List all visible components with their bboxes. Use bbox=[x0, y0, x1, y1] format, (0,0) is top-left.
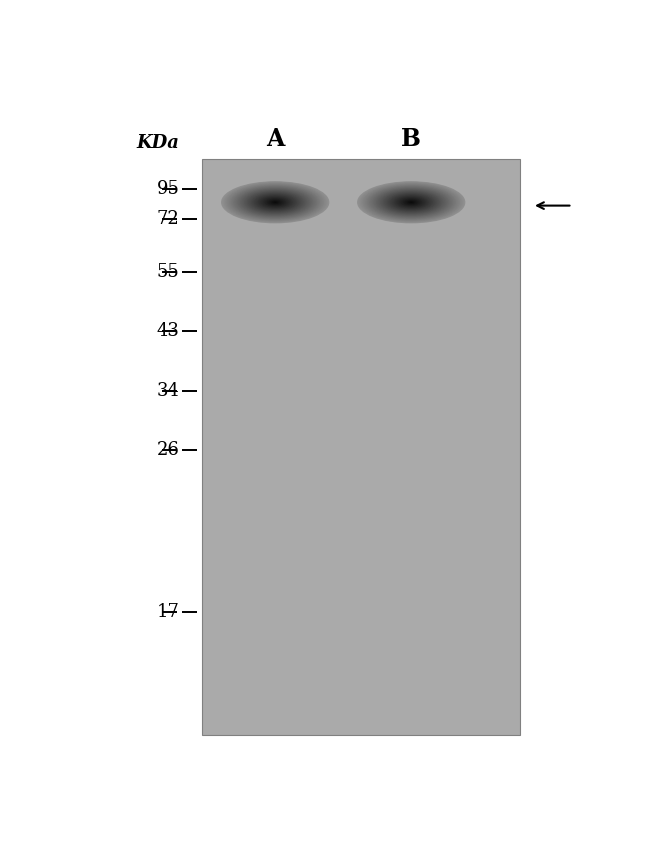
Ellipse shape bbox=[372, 187, 450, 217]
Ellipse shape bbox=[229, 185, 321, 220]
Ellipse shape bbox=[265, 198, 286, 206]
Ellipse shape bbox=[240, 189, 311, 216]
Ellipse shape bbox=[255, 194, 296, 210]
Ellipse shape bbox=[370, 186, 452, 218]
Ellipse shape bbox=[389, 194, 433, 210]
Ellipse shape bbox=[396, 197, 426, 208]
Text: 17: 17 bbox=[157, 603, 179, 621]
Text: 72: 72 bbox=[157, 210, 179, 228]
Text: B: B bbox=[401, 127, 421, 151]
Ellipse shape bbox=[272, 201, 278, 204]
Ellipse shape bbox=[244, 190, 306, 215]
Ellipse shape bbox=[267, 199, 283, 205]
Ellipse shape bbox=[403, 199, 419, 205]
Ellipse shape bbox=[388, 193, 434, 211]
Ellipse shape bbox=[252, 193, 298, 211]
Ellipse shape bbox=[268, 199, 282, 205]
Text: 34: 34 bbox=[157, 381, 179, 399]
Ellipse shape bbox=[237, 187, 313, 217]
Bar bbox=[202, 159, 519, 734]
Ellipse shape bbox=[224, 182, 327, 222]
Ellipse shape bbox=[374, 188, 448, 216]
Ellipse shape bbox=[364, 184, 459, 221]
Ellipse shape bbox=[257, 196, 292, 209]
Text: 95: 95 bbox=[157, 180, 179, 198]
Ellipse shape bbox=[232, 186, 318, 219]
Ellipse shape bbox=[227, 184, 322, 221]
Ellipse shape bbox=[222, 182, 328, 222]
Text: 26: 26 bbox=[157, 442, 179, 460]
Ellipse shape bbox=[239, 188, 312, 216]
Ellipse shape bbox=[247, 192, 304, 213]
Ellipse shape bbox=[398, 197, 424, 208]
Text: A: A bbox=[266, 127, 285, 151]
Ellipse shape bbox=[248, 192, 302, 213]
Ellipse shape bbox=[368, 186, 454, 219]
Ellipse shape bbox=[231, 185, 320, 220]
Ellipse shape bbox=[256, 195, 294, 210]
Ellipse shape bbox=[263, 198, 287, 207]
Ellipse shape bbox=[367, 185, 456, 220]
Ellipse shape bbox=[271, 201, 280, 204]
Ellipse shape bbox=[251, 192, 300, 212]
Ellipse shape bbox=[259, 196, 291, 209]
Ellipse shape bbox=[384, 192, 438, 213]
Ellipse shape bbox=[226, 183, 324, 222]
Ellipse shape bbox=[363, 183, 460, 222]
Ellipse shape bbox=[394, 196, 429, 209]
Ellipse shape bbox=[408, 201, 414, 204]
Ellipse shape bbox=[266, 198, 285, 206]
Ellipse shape bbox=[410, 202, 413, 203]
Ellipse shape bbox=[392, 195, 430, 210]
Ellipse shape bbox=[241, 189, 309, 216]
Ellipse shape bbox=[407, 201, 415, 204]
Ellipse shape bbox=[361, 183, 462, 222]
Ellipse shape bbox=[379, 190, 444, 215]
Ellipse shape bbox=[400, 198, 422, 206]
Ellipse shape bbox=[395, 196, 428, 209]
Ellipse shape bbox=[378, 189, 445, 216]
Ellipse shape bbox=[402, 198, 421, 206]
Ellipse shape bbox=[380, 190, 443, 215]
Ellipse shape bbox=[369, 186, 453, 219]
Ellipse shape bbox=[262, 197, 289, 208]
Ellipse shape bbox=[404, 199, 418, 205]
Text: KDa: KDa bbox=[136, 134, 179, 152]
Text: 43: 43 bbox=[157, 322, 179, 340]
Ellipse shape bbox=[383, 192, 439, 213]
Ellipse shape bbox=[246, 191, 305, 214]
Ellipse shape bbox=[382, 191, 441, 214]
Ellipse shape bbox=[391, 194, 432, 210]
Ellipse shape bbox=[357, 181, 465, 223]
Ellipse shape bbox=[274, 202, 276, 203]
Ellipse shape bbox=[359, 182, 463, 222]
Ellipse shape bbox=[387, 192, 436, 212]
Ellipse shape bbox=[365, 185, 457, 220]
Ellipse shape bbox=[254, 194, 297, 210]
Ellipse shape bbox=[376, 189, 447, 216]
Ellipse shape bbox=[250, 192, 301, 212]
Ellipse shape bbox=[242, 190, 307, 215]
Ellipse shape bbox=[260, 197, 290, 208]
Text: 55: 55 bbox=[157, 263, 179, 281]
Ellipse shape bbox=[235, 186, 316, 218]
Ellipse shape bbox=[399, 198, 423, 207]
Ellipse shape bbox=[373, 187, 449, 217]
Ellipse shape bbox=[233, 186, 317, 219]
Ellipse shape bbox=[221, 181, 330, 223]
Ellipse shape bbox=[358, 182, 464, 222]
Ellipse shape bbox=[225, 183, 325, 222]
Ellipse shape bbox=[270, 200, 281, 204]
Ellipse shape bbox=[406, 200, 417, 204]
Ellipse shape bbox=[385, 192, 437, 212]
Ellipse shape bbox=[236, 187, 315, 217]
